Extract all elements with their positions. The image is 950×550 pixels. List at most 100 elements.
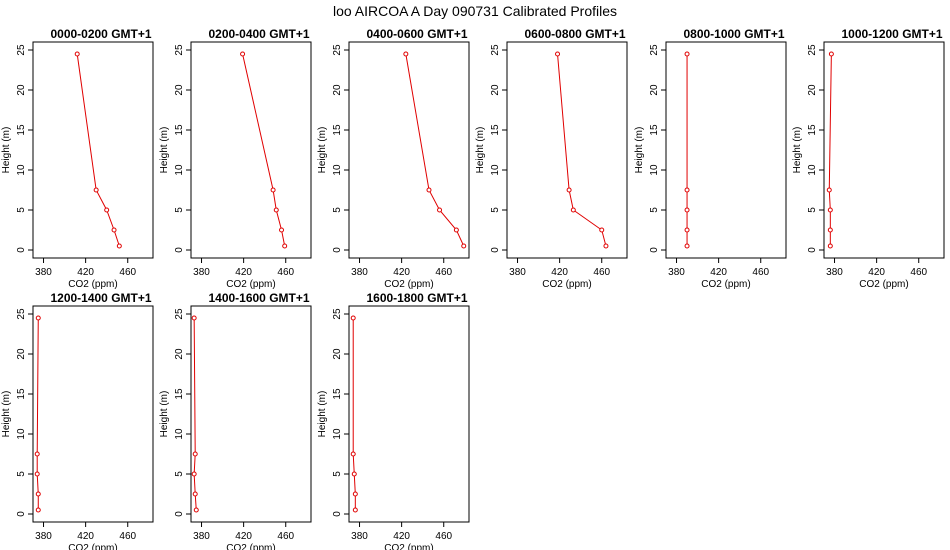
x-tick-label: 420 [235,531,252,542]
panel-title: 0600-0800 GMT+1 [524,27,625,41]
y-tick-label: 0 [649,247,660,253]
y-tick-label: 25 [807,44,818,56]
profile-point [192,451,198,457]
profile-line [36,317,39,510]
x-tick-label: 380 [193,531,210,542]
profile-point [104,207,110,213]
x-tick-label: 460 [277,267,294,278]
plot-frame [348,305,470,523]
y-tick-label: 15 [807,124,818,136]
y-tick-label: 0 [332,511,343,517]
profile-point [437,207,443,213]
profile-point [279,227,285,233]
y-tick-label: 20 [16,348,27,360]
profile-point [74,51,80,57]
y-tick-label: 5 [174,207,185,213]
y-tick-label: 10 [490,164,501,176]
panel-title: 0800-1000 GMT+1 [683,27,784,41]
y-axis-label: Height (m) [634,127,645,174]
x-tick-label: 420 [393,531,410,542]
y-tick-label: 0 [174,511,185,517]
y-tick-label: 25 [490,44,501,56]
profile-point [426,187,432,193]
x-tick-label: 460 [119,267,136,278]
profile-point [351,471,357,477]
y-tick-label: 25 [174,308,185,320]
profile-point [684,227,690,233]
profile-point [684,51,690,57]
y-axis-label: Height (m) [475,127,486,174]
y-tick-label: 10 [16,164,27,176]
y-tick-label: 5 [332,471,343,477]
x-tick-label: 380 [193,267,210,278]
y-tick-label: 0 [332,247,343,253]
x-axis-label: CO2 (ppm) [701,279,750,290]
profile-point [282,243,288,249]
x-tick-label: 460 [435,267,452,278]
x-axis-label: CO2 (ppm) [68,279,117,290]
profile-point [34,471,40,477]
x-tick-label: 460 [910,267,927,278]
y-tick-label: 25 [16,44,27,56]
y-tick-label: 25 [649,44,660,56]
y-axis-label: Height (m) [317,391,328,438]
profile-point [570,207,576,213]
y-tick-label: 5 [16,207,27,213]
x-tick-label: 380 [826,267,843,278]
plot-frame [506,41,628,259]
x-tick-label: 380 [509,267,526,278]
profile-point [461,243,467,249]
profile-point [828,51,834,57]
panel-title: 0200-0400 GMT+1 [208,27,309,41]
profile-point [453,227,459,233]
profile-point [35,491,41,497]
y-tick-label: 10 [174,428,185,440]
x-tick-label: 420 [868,267,885,278]
y-axis-label: Height (m) [1,391,12,438]
plot-frame [348,41,470,259]
panel-title: 1000-1200 GMT+1 [841,27,942,41]
x-axis-label: CO2 (ppm) [542,279,591,290]
profile-point [111,227,117,233]
x-tick-label: 460 [593,267,610,278]
y-tick-label: 5 [807,207,818,213]
y-tick-label: 15 [332,124,343,136]
y-tick-label: 20 [332,348,343,360]
y-axis-label: Height (m) [317,127,328,174]
profile-line [242,53,286,247]
y-tick-label: 5 [16,471,27,477]
y-tick-label: 0 [16,247,27,253]
x-tick-label: 460 [752,267,769,278]
profile-point [93,187,99,193]
y-tick-label: 5 [490,207,501,213]
y-tick-label: 10 [332,164,343,176]
panel-title: 1200-1400 GMT+1 [50,291,151,305]
y-tick-label: 0 [807,247,818,253]
profile-point [192,491,198,497]
x-tick-label: 460 [277,531,294,542]
x-axis-label: CO2 (ppm) [384,279,433,290]
y-tick-label: 0 [490,247,501,253]
y-axis-label: Height (m) [792,127,803,174]
x-tick-label: 460 [119,531,136,542]
x-tick-label: 420 [235,267,252,278]
profile-point [352,507,358,513]
plot-frame [665,41,787,259]
profile-line [76,53,120,247]
y-tick-label: 25 [174,44,185,56]
x-axis-label: CO2 (ppm) [68,543,117,550]
y-tick-label: 15 [16,388,27,400]
x-tick-label: 380 [35,531,52,542]
profile-point [191,471,197,477]
x-axis-label: CO2 (ppm) [859,279,908,290]
panel-title: 1400-1600 GMT+1 [208,291,309,305]
y-tick-label: 10 [649,164,660,176]
profile-point [826,187,832,193]
x-tick-label: 420 [77,531,94,542]
